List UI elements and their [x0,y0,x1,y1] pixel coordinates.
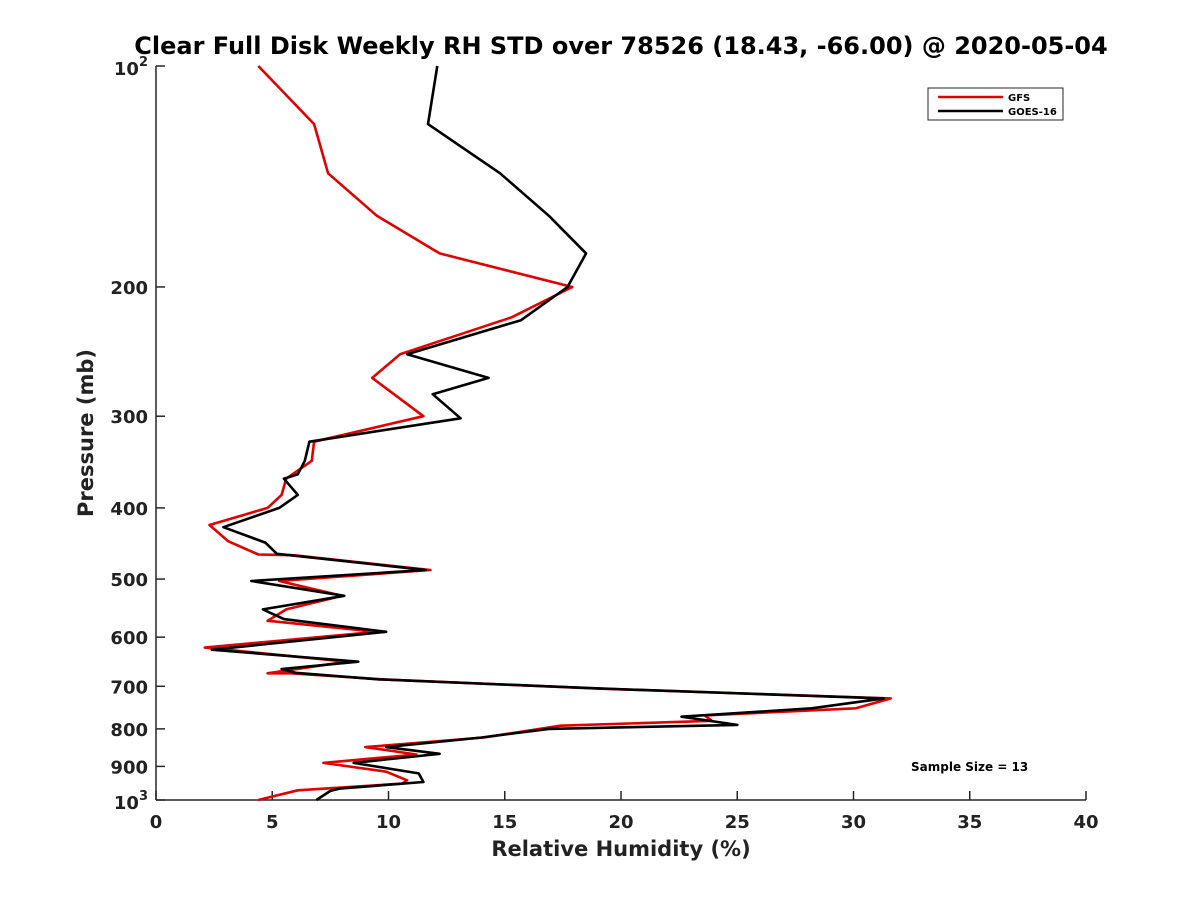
x-tick-label: 5 [266,812,279,833]
y-tick-label: 300 [110,407,148,428]
legend-box [927,87,1064,121]
y-tick-label: 200 [110,278,148,299]
x-axis-label: Relative Humidity (%) [491,837,750,861]
y-tick-label: 400 [110,499,148,520]
y-axis-ticks: 200 300 400 500 600 700 800 900 102 103 [110,55,165,814]
legend-label-goes16: GOES-16 [1008,107,1057,118]
y-tick-label: 103 [114,789,148,814]
legend: GFS GOES-16 [927,87,1064,121]
y-tick-label: 800 [110,720,148,741]
x-tick-label: 35 [957,812,982,833]
x-axis-ticks: 0 5 10 15 20 25 30 35 40 [150,791,1099,833]
sample-size-annotation: Sample Size = 13 [911,760,1028,774]
y-tick-label: 500 [110,570,148,591]
x-tick-label: 30 [841,812,866,833]
y-tick-label: 700 [110,677,148,698]
chart-title: Clear Full Disk Weekly RH STD over 78526… [134,32,1107,60]
x-tick-label: 15 [492,812,517,833]
y-tick-label: 600 [110,628,148,649]
x-tick-label: 20 [608,812,633,833]
x-tick-label: 25 [725,812,750,833]
x-tick-label: 10 [376,812,401,833]
y-axis-label: Pressure (mb) [74,349,98,517]
legend-label-gfs: GFS [1008,93,1030,104]
series-line-goes16 [210,65,886,802]
x-tick-label: 40 [1073,812,1098,833]
y-tick-label: 102 [114,55,148,80]
series-lines [203,65,893,802]
x-tick-label: 0 [150,812,163,833]
y-tick-label: 900 [110,757,148,778]
